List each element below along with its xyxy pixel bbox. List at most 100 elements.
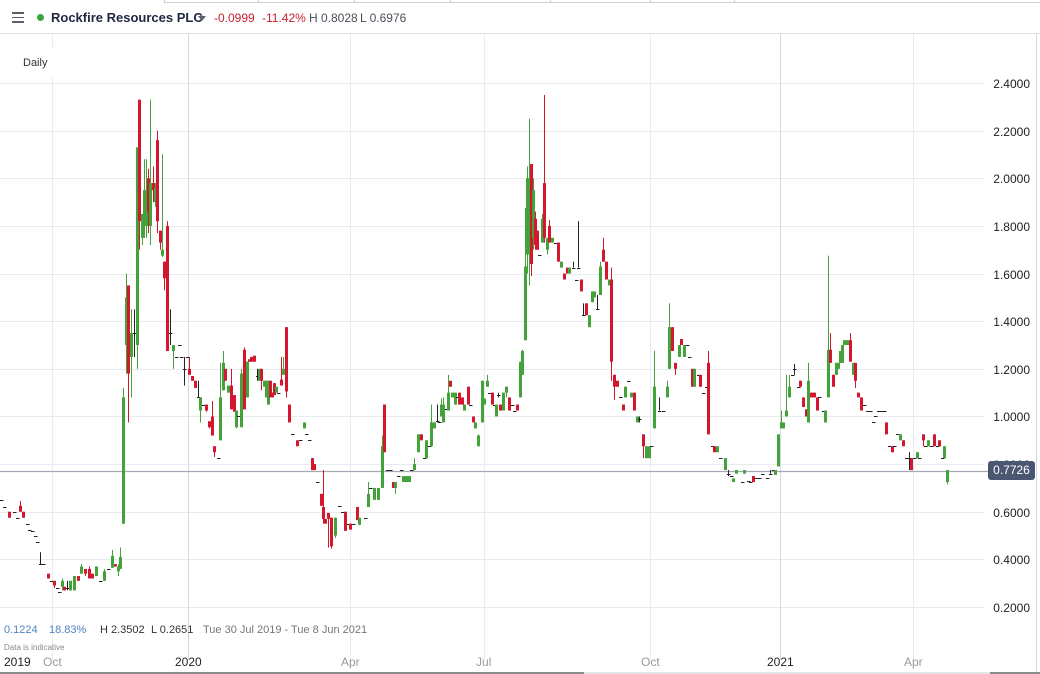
candle bbox=[377, 487, 380, 500]
y-axis-label: 2.4000 bbox=[993, 76, 1030, 91]
price-change: -0.0999 bbox=[214, 11, 255, 25]
candle bbox=[918, 458, 922, 459]
candle bbox=[899, 434, 902, 441]
candle bbox=[602, 237, 605, 262]
candle bbox=[788, 374, 791, 398]
candle bbox=[472, 416, 475, 423]
candle bbox=[88, 566, 91, 579]
candle bbox=[591, 291, 594, 303]
candle bbox=[797, 387, 801, 388]
candle bbox=[320, 493, 323, 506]
range-high: H 2.3502 bbox=[100, 624, 145, 636]
instrument-dropdown-caret-icon[interactable] bbox=[198, 16, 206, 21]
candle bbox=[119, 547, 122, 569]
candle bbox=[243, 347, 246, 410]
candle bbox=[619, 397, 623, 398]
market-open-status-icon bbox=[37, 14, 44, 21]
date-range: Tue 30 Jul 2019 - Tue 8 Jun 2021 bbox=[203, 624, 368, 636]
candle bbox=[258, 368, 261, 381]
candle bbox=[755, 478, 759, 479]
candle bbox=[674, 362, 677, 375]
toolbar-cell[interactable] bbox=[650, 0, 734, 2]
session-high: H 0.8028 bbox=[309, 11, 358, 25]
candle bbox=[883, 411, 887, 412]
candle bbox=[857, 392, 860, 398]
candle bbox=[263, 380, 266, 387]
candle bbox=[299, 440, 303, 441]
toolbar-cell[interactable] bbox=[550, 0, 650, 2]
instrument-title[interactable]: Rockfire Resources PLC bbox=[51, 10, 203, 25]
candle bbox=[194, 380, 197, 388]
candle bbox=[924, 446, 928, 447]
candle bbox=[813, 392, 816, 398]
candle bbox=[413, 458, 416, 471]
candle bbox=[202, 405, 206, 406]
y-axis-label: 1.2000 bbox=[993, 362, 1030, 377]
toolbar-cell[interactable] bbox=[258, 0, 354, 2]
candle bbox=[66, 580, 70, 591]
candle bbox=[499, 404, 502, 411]
candle bbox=[369, 488, 373, 489]
candle bbox=[534, 211, 537, 250]
candle bbox=[780, 410, 783, 429]
candle bbox=[711, 446, 715, 447]
candle bbox=[423, 458, 427, 459]
candle bbox=[42, 564, 46, 565]
candle bbox=[557, 242, 560, 262]
toolbar-cell[interactable] bbox=[734, 0, 1035, 2]
y-axis-label: 1.8000 bbox=[993, 219, 1030, 234]
candle bbox=[402, 476, 405, 482]
y-axis-label: 2.0000 bbox=[993, 171, 1030, 186]
candle bbox=[114, 564, 117, 567]
candle bbox=[880, 411, 884, 412]
candle bbox=[344, 511, 347, 531]
candle bbox=[730, 476, 734, 477]
candle bbox=[273, 383, 276, 396]
toolbar-cell[interactable] bbox=[450, 0, 550, 2]
candle bbox=[624, 386, 627, 398]
candle bbox=[877, 411, 881, 412]
candle bbox=[766, 478, 770, 479]
candle bbox=[58, 592, 62, 593]
candle bbox=[296, 440, 299, 447]
candle bbox=[546, 237, 549, 255]
candle bbox=[588, 315, 591, 328]
candle bbox=[839, 350, 842, 363]
candle bbox=[440, 398, 443, 417]
candle bbox=[927, 440, 930, 447]
candle bbox=[497, 392, 501, 398]
toolbar-cell[interactable] bbox=[354, 0, 450, 2]
candle bbox=[56, 588, 60, 589]
timeframe-label[interactable]: Daily bbox=[12, 48, 54, 78]
price-change-percent: -11.42% bbox=[262, 11, 306, 25]
candle bbox=[77, 576, 80, 581]
candle bbox=[837, 362, 840, 369]
candle bbox=[111, 549, 114, 568]
navigator-track-right[interactable] bbox=[990, 672, 1040, 674]
menu-icon[interactable] bbox=[12, 12, 24, 23]
candle bbox=[493, 405, 497, 406]
candle bbox=[785, 374, 788, 417]
top-toolbar-strip bbox=[164, 0, 1040, 3]
candle bbox=[277, 393, 281, 394]
candle bbox=[530, 163, 533, 276]
candle bbox=[596, 294, 600, 310]
toolbar-cell[interactable] bbox=[164, 0, 258, 2]
candle bbox=[145, 159, 148, 238]
candle bbox=[519, 361, 522, 398]
candle bbox=[849, 333, 852, 362]
x-axis-label: Apr bbox=[341, 655, 360, 669]
x-axis-label: Apr bbox=[904, 655, 923, 669]
candle bbox=[130, 309, 133, 398]
candle bbox=[147, 168, 150, 234]
candle bbox=[438, 422, 442, 423]
candle bbox=[791, 375, 795, 376]
candle bbox=[367, 481, 370, 507]
candle bbox=[653, 350, 656, 429]
candle bbox=[922, 434, 925, 447]
candle bbox=[793, 364, 797, 375]
candle bbox=[172, 345, 175, 369]
navigator-window[interactable] bbox=[584, 672, 990, 674]
navigator-track-left[interactable] bbox=[0, 672, 584, 674]
